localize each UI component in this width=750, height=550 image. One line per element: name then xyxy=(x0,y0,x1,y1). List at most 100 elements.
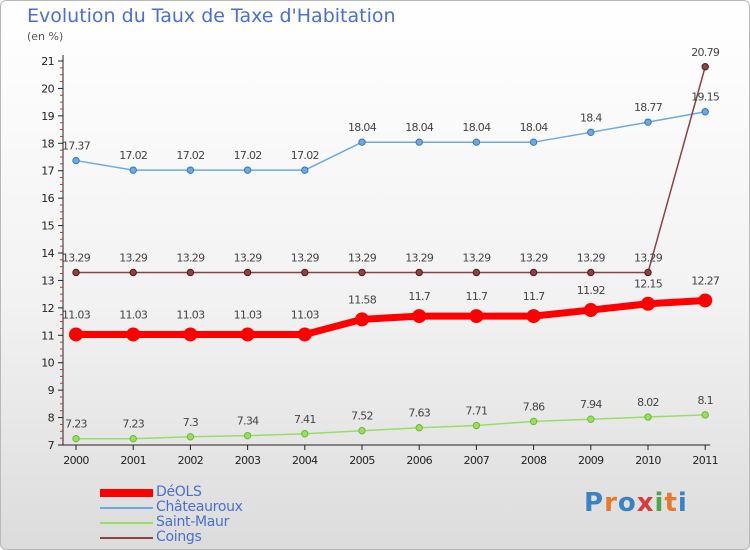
x-tick-label: 2007 xyxy=(464,454,490,467)
x-tick-label: 2011 xyxy=(692,454,718,467)
series-point xyxy=(301,268,309,277)
y-tick-label: 10 xyxy=(41,357,54,370)
series-point xyxy=(129,166,137,174)
series-point xyxy=(72,156,80,165)
series-point xyxy=(240,327,255,342)
logo-letter: i xyxy=(677,488,688,518)
series-point xyxy=(583,303,598,318)
data-label: 11.03 xyxy=(119,308,148,321)
data-label: 13.29 xyxy=(62,251,91,264)
data-label: 18.77 xyxy=(634,101,663,114)
series-point xyxy=(415,138,423,146)
series-point xyxy=(698,293,713,308)
y-tick-label: 13 xyxy=(41,274,54,287)
series-point xyxy=(243,431,252,440)
series-point xyxy=(469,309,484,324)
y-tick-label: 12 xyxy=(41,302,54,315)
data-label: 11.7 xyxy=(408,290,430,303)
series-point xyxy=(243,166,252,174)
legend-label: Châteauroux xyxy=(156,499,243,515)
data-label: 17.02 xyxy=(291,149,319,162)
chart-unit-label: (en %) xyxy=(27,30,64,43)
x-tick-label: 2003 xyxy=(235,454,261,467)
y-tick-label: 21 xyxy=(41,55,54,68)
y-tick-label: 16 xyxy=(41,192,54,205)
x-tick-label: 2009 xyxy=(578,454,604,467)
data-label: 13.29 xyxy=(176,251,205,264)
logo-letter: o xyxy=(617,488,637,518)
series-point xyxy=(186,433,195,441)
series-point xyxy=(701,63,709,71)
data-label: 11.7 xyxy=(466,290,488,303)
chart-title: Evolution du Taux de Taxe d'Habitation xyxy=(27,5,396,27)
series-point xyxy=(412,309,427,324)
data-label: 11.03 xyxy=(176,308,205,321)
series-point xyxy=(301,166,309,174)
y-tick-label: 7 xyxy=(48,439,55,452)
logo-letter: P xyxy=(584,488,605,518)
data-label: 7.71 xyxy=(466,405,488,418)
series-point xyxy=(358,427,366,435)
data-label: 18.04 xyxy=(462,121,491,134)
data-label: 17.02 xyxy=(176,149,204,162)
series-point xyxy=(297,327,312,342)
data-label: 18.04 xyxy=(348,121,377,134)
data-label: 7.94 xyxy=(580,398,602,411)
data-label: 20.79 xyxy=(691,46,720,59)
y-tick-label: 14 xyxy=(41,247,54,260)
data-label: 13.29 xyxy=(234,251,263,264)
legend-label: Saint-Maur xyxy=(156,514,230,530)
series-point xyxy=(526,309,541,324)
legend-swatch xyxy=(100,489,153,497)
data-label: 17.02 xyxy=(119,149,147,162)
x-tick-label: 2005 xyxy=(349,454,375,467)
data-label: 17.37 xyxy=(62,140,91,153)
legend-swatch xyxy=(100,537,153,539)
x-tick-label: 2004 xyxy=(292,454,318,467)
series-point xyxy=(183,327,198,342)
logo-letter: t xyxy=(664,488,678,518)
legend-label: Coings xyxy=(156,529,202,545)
series-point xyxy=(529,268,538,277)
data-label: 7.34 xyxy=(237,415,259,428)
series-point xyxy=(587,268,595,277)
series-point xyxy=(415,268,423,277)
series-point xyxy=(129,434,137,443)
y-tick-label: 17 xyxy=(41,165,54,178)
data-label: 8.1 xyxy=(697,394,712,407)
series-point xyxy=(186,268,195,277)
series-point xyxy=(126,327,141,342)
x-tick-label: 2008 xyxy=(521,454,547,467)
data-label: 13.29 xyxy=(462,251,491,264)
series-point xyxy=(529,417,538,426)
series-point xyxy=(472,421,481,430)
data-label: 11.03 xyxy=(62,308,91,321)
data-label: 8.02 xyxy=(637,396,659,409)
data-label: 13.29 xyxy=(520,251,549,264)
data-label: 11.7 xyxy=(523,290,545,303)
x-tick-label: 2010 xyxy=(635,454,661,467)
data-label: 13.29 xyxy=(634,251,663,264)
series-line-2 xyxy=(75,414,706,440)
series-point xyxy=(358,268,366,277)
data-label: 19.15 xyxy=(691,91,720,104)
data-label: 18.04 xyxy=(405,121,434,134)
data-label: 13.29 xyxy=(348,251,377,264)
series-line-1 xyxy=(75,110,706,171)
legend-swatch xyxy=(100,507,153,509)
x-tick-label: 2006 xyxy=(406,454,432,467)
y-tick-label: 18 xyxy=(41,137,54,150)
data-label: 12.15 xyxy=(634,278,663,291)
data-label: 7.23 xyxy=(65,418,87,431)
x-tick-label: 2002 xyxy=(178,454,204,467)
data-label: 7.23 xyxy=(122,418,144,431)
data-label: 11.92 xyxy=(577,284,605,297)
logo-letter: r xyxy=(604,488,618,518)
legend-swatch xyxy=(100,522,153,524)
data-label: 13.29 xyxy=(119,251,148,264)
data-label: 18.4 xyxy=(580,111,602,124)
series-point xyxy=(701,411,709,419)
series-point xyxy=(641,296,655,311)
